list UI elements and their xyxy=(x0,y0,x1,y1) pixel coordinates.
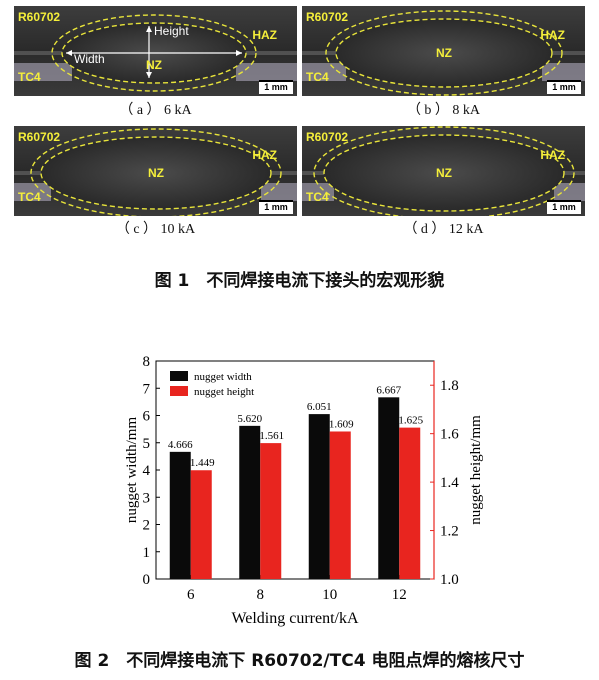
micrograph-panel-b: R60702 TC4 HAZ NZ 1 mm xyxy=(302,6,585,96)
haz-label: HAZ xyxy=(540,148,565,162)
bar-nugget-height xyxy=(190,470,212,579)
base-metal-label-tc4: TC4 xyxy=(18,190,41,204)
legend-label: nugget width xyxy=(194,371,252,383)
legend-swatch xyxy=(170,386,188,396)
x-tick-label: 8 xyxy=(257,587,265,603)
panel-caption-a: （ a ） 6 kA xyxy=(119,103,192,118)
micrograph-image xyxy=(14,6,297,96)
left-tick-label: 5 xyxy=(143,436,151,452)
bar-nugget-width xyxy=(308,414,330,579)
panel-caption-c: （ c ） 10 kA xyxy=(115,222,196,237)
micrograph-panel-a: R60702 TC4 HAZ NZ Height Width 1 mm xyxy=(14,6,297,96)
legend-swatch xyxy=(170,371,188,381)
height-label: Height xyxy=(154,24,189,38)
right-tick-label: 1.2 xyxy=(440,524,459,540)
nz-label: NZ xyxy=(146,58,162,72)
micrograph-image xyxy=(14,126,297,216)
legend-label: nugget height xyxy=(194,386,254,398)
base-metal-label-r60702: R60702 xyxy=(306,130,349,144)
bar-label-width: 5.620 xyxy=(237,413,262,425)
x-tick-label: 12 xyxy=(392,587,407,603)
bar-nugget-height xyxy=(329,431,351,579)
bar-nugget-width xyxy=(169,451,191,579)
haz-label: HAZ xyxy=(252,148,277,162)
base-metal-label-r60702: R60702 xyxy=(18,10,61,24)
micrograph-panel-d: R60702 TC4 HAZ NZ 1 mm xyxy=(302,126,585,216)
base-metal-label-tc4: TC4 xyxy=(18,70,41,84)
bar-nugget-height xyxy=(399,427,421,579)
width-label: Width xyxy=(74,52,105,66)
base-metal-label-tc4: TC4 xyxy=(306,190,329,204)
left-axis-title: nugget width/mm xyxy=(124,417,140,524)
right-tick-label: 1.4 xyxy=(440,475,459,491)
nugget-size-chart: 0123456781.01.21.41.61.864.6661.44985.62… xyxy=(124,354,484,627)
x-axis-title: Welding current/kA xyxy=(231,610,359,627)
x-tick-label: 6 xyxy=(187,587,195,603)
right-tick-label: 1.6 xyxy=(440,427,459,443)
base-metal-label-r60702: R60702 xyxy=(306,10,349,24)
scale-bar: 1 mm xyxy=(259,200,293,214)
scale-bar: 1 mm xyxy=(547,200,581,214)
panel-caption-d: （ d ） 12 kA xyxy=(403,222,484,237)
left-tick-label: 1 xyxy=(143,545,151,561)
haz-label: HAZ xyxy=(540,28,565,42)
left-tick-label: 8 xyxy=(143,354,151,370)
bar-label-height: 1.609 xyxy=(329,418,354,430)
nz-label: NZ xyxy=(436,46,452,60)
left-tick-label: 6 xyxy=(143,409,151,425)
base-metal-label-r60702: R60702 xyxy=(18,130,61,144)
bar-label-width: 6.667 xyxy=(376,384,401,396)
figure-1-title: 图 1 不同焊接电流下接头的宏观形貌 xyxy=(154,271,445,291)
nz-label: NZ xyxy=(148,166,164,180)
haz-label: HAZ xyxy=(252,28,277,42)
bar-label-width: 6.051 xyxy=(307,401,332,413)
x-tick-label: 10 xyxy=(322,587,337,603)
left-tick-label: 4 xyxy=(143,463,151,479)
left-tick-label: 7 xyxy=(143,381,151,397)
right-tick-label: 1.8 xyxy=(440,378,459,394)
left-tick-label: 2 xyxy=(143,518,151,534)
left-tick-label: 0 xyxy=(143,572,151,588)
right-axis-title: nugget height/mm xyxy=(468,415,484,525)
micrograph-image xyxy=(302,6,585,96)
bar-label-height: 1.561 xyxy=(259,430,284,442)
scale-bar: 1 mm xyxy=(259,80,293,94)
micrograph-panel-c: R60702 TC4 HAZ NZ 1 mm xyxy=(14,126,297,216)
bar-nugget-height xyxy=(260,443,282,579)
bar-label-width: 4.666 xyxy=(168,439,193,451)
micrograph-image xyxy=(302,126,585,216)
bar-label-height: 1.625 xyxy=(398,415,423,427)
bar-nugget-width xyxy=(239,425,261,579)
left-tick-label: 3 xyxy=(143,490,151,506)
bar-label-height: 1.449 xyxy=(190,457,215,469)
right-tick-label: 1.0 xyxy=(440,572,459,588)
bar-nugget-width xyxy=(378,397,400,579)
figure-2-title: 图 2 不同焊接电流下 R60702/TC4 电阻点焊的熔核尺寸 xyxy=(74,651,525,671)
nz-label: NZ xyxy=(436,166,452,180)
panel-caption-b: （ b ） 8 kA xyxy=(406,103,481,118)
scale-bar: 1 mm xyxy=(547,80,581,94)
base-metal-label-tc4: TC4 xyxy=(306,70,329,84)
